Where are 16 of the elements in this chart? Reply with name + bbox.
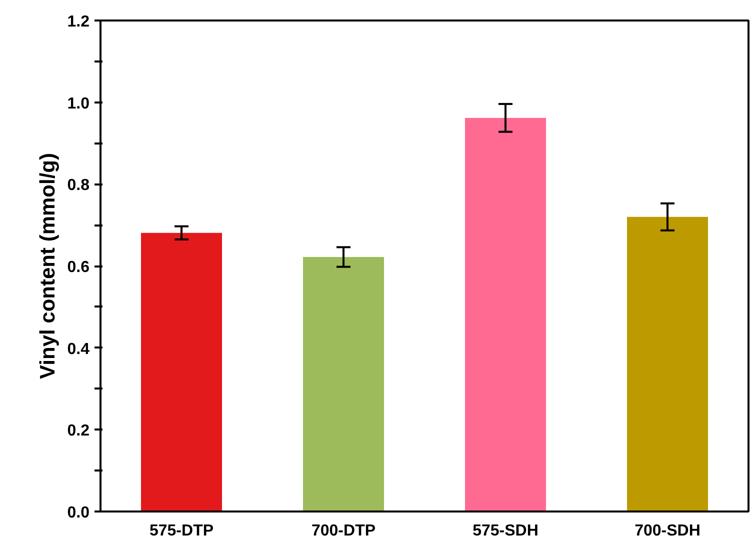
- x-tick-label: 700-DTP: [311, 522, 376, 540]
- y-tick-label: 0.2: [67, 422, 90, 440]
- y-tick-label: 0.0: [67, 504, 90, 522]
- y-tick-label: 0.4: [67, 340, 90, 358]
- bar: [465, 118, 546, 512]
- x-tick-label: 700-SDH: [634, 522, 700, 540]
- bar: [141, 232, 222, 512]
- y-axis-title: Vinyl content (mmol/g): [36, 153, 60, 379]
- y-tick-label: 1.2: [67, 14, 90, 30]
- y-tick-label: 0.8: [67, 177, 90, 194]
- y-tick-label: 1.0: [67, 95, 90, 112]
- bar: [627, 216, 708, 512]
- bar: [303, 257, 384, 512]
- y-tick-label: 0.6: [67, 259, 90, 276]
- x-tick-label: 575-SDH: [472, 522, 538, 540]
- x-tick-label: 575-DTP: [149, 522, 214, 540]
